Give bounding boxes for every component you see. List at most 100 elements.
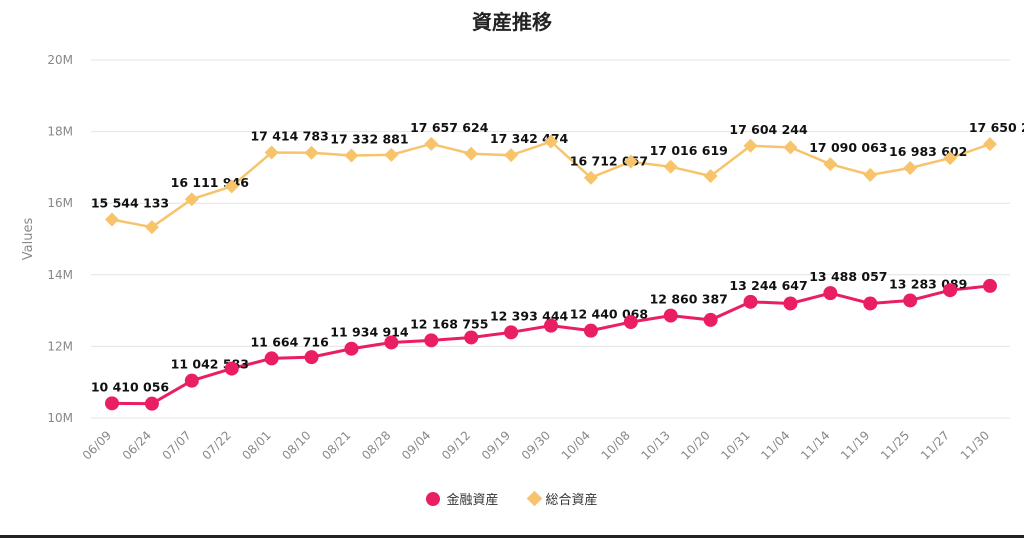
y-tick-label: 14M [47,268,73,282]
data-point[interactable] [743,294,758,309]
data-label: 10 410 056 [91,379,170,394]
x-tick-label: 08/21 [319,428,353,462]
x-tick-label: 10/13 [638,428,672,462]
data-label: 13 488 057 [809,269,887,284]
data-point[interactable] [144,220,159,235]
y-tick-label: 18M [47,125,73,139]
legend-label: 総合資産 [545,493,598,508]
data-label: 17 090 063 [809,140,887,155]
data-label: 12 168 755 [410,316,488,331]
data-point[interactable] [544,134,558,149]
data-point[interactable] [863,296,878,311]
data-label: 13 244 647 [729,278,807,293]
data-point[interactable] [983,137,997,152]
legend-marker-circle [426,491,441,506]
data-point[interactable] [783,296,798,311]
x-tick-label: 11/19 [838,428,872,462]
data-label: 11 664 716 [250,334,329,349]
data-point[interactable] [663,308,678,323]
data-point[interactable] [184,192,199,207]
data-point[interactable] [583,170,598,185]
data-point[interactable] [105,396,119,411]
data-point[interactable] [184,373,199,388]
x-tick-label: 11/25 [878,428,912,462]
data-point[interactable] [943,151,958,166]
y-tick-label: 16M [47,196,73,210]
x-tick-label: 09/12 [439,428,473,462]
x-tick-label: 07/07 [160,428,194,462]
x-tick-label: 11/30 [958,428,992,462]
x-tick-label: 11/14 [798,428,832,462]
data-point[interactable] [304,350,319,365]
data-point[interactable] [344,341,359,356]
data-point[interactable] [344,148,359,163]
data-label: 17 332 881 [330,131,408,146]
data-point[interactable] [743,138,758,153]
data-point[interactable] [823,286,838,301]
data-point[interactable] [903,160,918,175]
y-tick-label: 12M [47,339,73,353]
x-tick-label: 10/20 [678,428,712,462]
y-axis-label: Values [21,218,36,261]
data-point[interactable] [304,145,319,160]
data-label: 16 111 946 [171,175,250,190]
y-tick-label: 20M [47,53,73,67]
x-tick-label: 09/19 [479,428,513,462]
data-point[interactable] [264,145,279,160]
data-point[interactable] [504,325,519,340]
x-tick-label: 11/27 [918,428,952,462]
x-tick-label: 07/22 [199,428,233,462]
x-tick-label: 10/04 [559,428,593,462]
data-label: 17 342 474 [490,131,569,146]
data-point[interactable] [983,278,997,293]
data-label: 17 604 244 [729,122,808,137]
x-tick-label: 06/09 [80,428,114,462]
data-point[interactable] [224,361,239,376]
data-point[interactable] [224,179,239,194]
data-point[interactable] [144,396,159,411]
legend-item-series-1[interactable]: 金融資産 [426,489,499,508]
data-point[interactable] [943,283,958,298]
data-point[interactable] [703,312,718,327]
data-label: 17 414 783 [250,129,328,144]
x-tick-label: 08/28 [359,428,393,462]
data-point[interactable] [663,159,678,174]
data-point[interactable] [903,293,918,308]
data-point[interactable] [823,157,838,172]
data-point[interactable] [424,136,439,151]
chart-title: 資産推移 [472,10,552,34]
data-label: 15 544 133 [91,196,169,211]
data-point[interactable] [703,168,718,183]
legend-marker-diamond [526,490,542,507]
legend-item-series-2[interactable]: 総合資産 [526,489,598,508]
y-tick-label: 10M [47,411,73,425]
data-point[interactable] [105,212,119,227]
data-point[interactable] [623,315,638,330]
x-tick-label: 09/30 [519,428,553,462]
series-line-1 [111,284,991,406]
data-point[interactable] [464,330,479,345]
data-point[interactable] [583,323,598,338]
data-point[interactable] [264,351,279,366]
data-label: 12 860 387 [650,292,728,307]
data-point[interactable] [464,146,479,161]
x-tick-label: 10/08 [599,428,633,462]
x-tick-label: 09/04 [399,428,433,462]
data-point[interactable] [863,167,878,182]
data-label: 17 016 619 [650,143,728,158]
data-point[interactable] [384,335,399,350]
x-tick-label: 08/01 [239,428,273,462]
legend-label: 金融資産 [446,493,499,508]
legend: 金融資産 総合資産 [0,489,1024,508]
bottom-border [0,535,1024,538]
data-point[interactable] [544,318,558,333]
data-point[interactable] [384,147,399,162]
data-point[interactable] [783,140,798,155]
data-label: 12 393 444 [490,308,569,323]
data-point[interactable] [424,333,439,348]
data-point[interactable] [623,154,638,169]
data-point[interactable] [504,148,519,163]
x-tick-label: 11/04 [758,428,792,462]
data-label: 11 934 914 [330,325,409,340]
